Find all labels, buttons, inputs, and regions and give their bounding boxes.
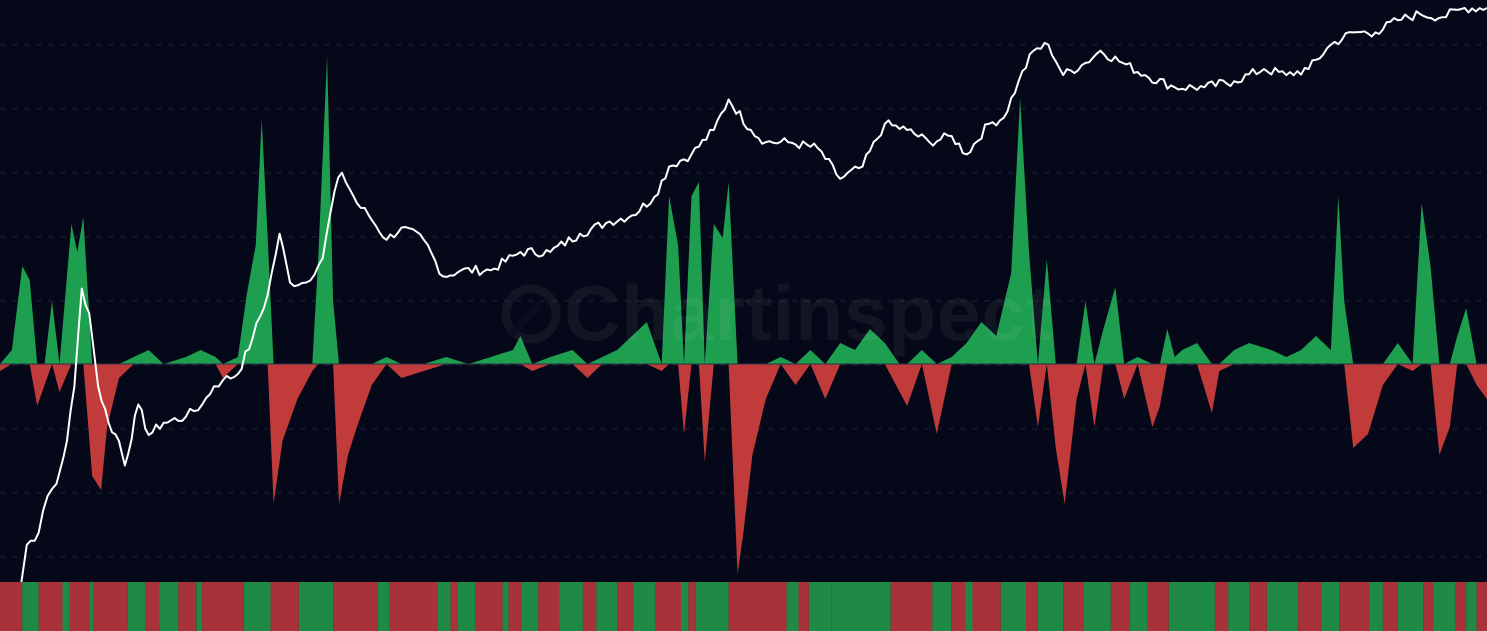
strip-segment-positive (89, 582, 94, 631)
strip-segment-negative (1382, 582, 1398, 631)
regime-strip (0, 582, 1487, 631)
strip-segment-positive (965, 582, 973, 631)
strip-segment-positive (377, 582, 390, 631)
strip-segment-negative (1110, 582, 1131, 631)
strip-segment-negative (582, 582, 597, 631)
strip-segment-positive (1037, 582, 1064, 631)
price-line-layer (0, 7, 1487, 613)
strip-segment-negative (145, 582, 160, 631)
strip-segment-positive (1000, 582, 1027, 631)
strip-segment-negative (617, 582, 634, 631)
strip-segment-positive (831, 582, 891, 631)
strip-segment-negative (688, 582, 696, 631)
strip-segment-negative (1249, 582, 1267, 631)
strip-segment-negative (1476, 582, 1487, 631)
strip-segment-positive (62, 582, 70, 631)
strip-segment-positive (633, 582, 656, 631)
strip-segment-positive (1084, 582, 1111, 631)
strip-segment-positive (932, 582, 952, 631)
strip-segment-positive (298, 582, 334, 631)
strip-segment-negative (333, 582, 378, 631)
oscillator-negative-area (0, 364, 1487, 574)
strip-segment-positive (808, 582, 832, 631)
strip-segment-negative (1148, 582, 1169, 631)
strip-segment-negative (38, 582, 63, 631)
strip-segment-positive (559, 582, 583, 631)
strip-segment-negative (202, 582, 244, 631)
strip-segment-negative (1063, 582, 1084, 631)
strip-segment-positive (521, 582, 539, 631)
strip-segment-negative (508, 582, 522, 631)
strip-segment-negative (1423, 582, 1434, 631)
oscillator-area (0, 56, 1487, 574)
strip-segment-negative (475, 582, 503, 631)
price-line (0, 7, 1487, 613)
strip-segment-positive (786, 582, 799, 631)
strip-segment-positive (681, 582, 689, 631)
strip-segment-negative (972, 582, 1001, 631)
strip-segment-positive (1266, 582, 1299, 631)
strip-segment-positive (1397, 582, 1424, 631)
strip-segment-negative (1339, 582, 1370, 631)
strip-segment-negative (1455, 582, 1467, 631)
gridlines (0, 44, 1487, 558)
strip-segment-negative (1214, 582, 1229, 631)
strip-segment-negative (538, 582, 560, 631)
strip-segment-positive (502, 582, 509, 631)
strip-segment-negative (890, 582, 933, 631)
strip-segment-positive (458, 582, 476, 631)
strip-segment-negative (655, 582, 682, 631)
strip-segment-positive (1466, 582, 1477, 631)
strip-segment-positive (1369, 582, 1383, 631)
strip-segment-positive (695, 582, 729, 631)
strip-segment-negative (178, 582, 197, 631)
strip-segment-positive (243, 582, 271, 631)
strip-segment-positive (196, 582, 203, 631)
oscillator-positive-area (0, 56, 1487, 364)
strip-segment-negative (450, 582, 458, 631)
strip-segment-negative (270, 582, 299, 631)
strip-segment-negative (69, 582, 90, 631)
strip-segment-negative (951, 582, 966, 631)
strip-segment-positive (159, 582, 179, 631)
strip-segment-positive (437, 582, 451, 631)
strip-segment-negative (728, 582, 787, 631)
strip-segment-positive (1130, 582, 1148, 631)
strip-segment-negative (93, 582, 128, 631)
strip-segment-positive (22, 582, 39, 631)
strip-segment-positive (1168, 582, 1215, 631)
strip-segment-negative (798, 582, 809, 631)
strip-segment-positive (1228, 582, 1250, 631)
strip-segment-negative (1026, 582, 1038, 631)
strip-segment-positive (127, 582, 146, 631)
strip-segment-negative (1298, 582, 1322, 631)
strip-segment-positive (1433, 582, 1456, 631)
strip-segment-positive (596, 582, 618, 631)
strip-segment-positive (1321, 582, 1340, 631)
strip-segment-negative (0, 582, 23, 631)
strip-segment-negative (389, 582, 438, 631)
